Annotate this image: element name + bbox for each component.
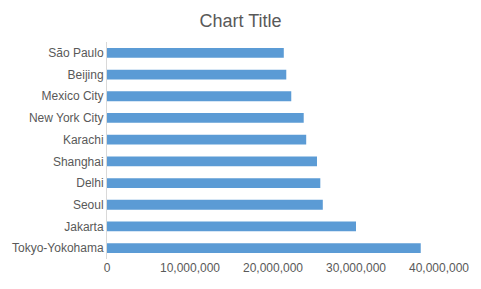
svg-text:10,000,000: 10,000,000 bbox=[160, 261, 220, 275]
svg-text:Beijing: Beijing bbox=[68, 68, 104, 82]
svg-text:20,000,000: 20,000,000 bbox=[243, 261, 303, 275]
svg-text:Seoul: Seoul bbox=[73, 198, 104, 212]
svg-text:São Paulo: São Paulo bbox=[48, 46, 104, 60]
svg-text:40,000,000: 40,000,000 bbox=[409, 261, 469, 275]
svg-text:Mexico City: Mexico City bbox=[42, 89, 104, 103]
svg-text:New York City: New York City bbox=[29, 111, 104, 125]
svg-text:Jakarta: Jakarta bbox=[64, 220, 104, 234]
svg-text:Chart Title: Chart Title bbox=[199, 11, 281, 31]
svg-text:0: 0 bbox=[104, 261, 111, 275]
svg-text:Shanghai: Shanghai bbox=[53, 155, 104, 169]
svg-text:Delhi: Delhi bbox=[76, 176, 103, 190]
svg-text:Karachi: Karachi bbox=[63, 133, 104, 147]
svg-text:Tokyo-Yokohama: Tokyo-Yokohama bbox=[12, 241, 104, 255]
svg-text:30,000,000: 30,000,000 bbox=[326, 261, 386, 275]
